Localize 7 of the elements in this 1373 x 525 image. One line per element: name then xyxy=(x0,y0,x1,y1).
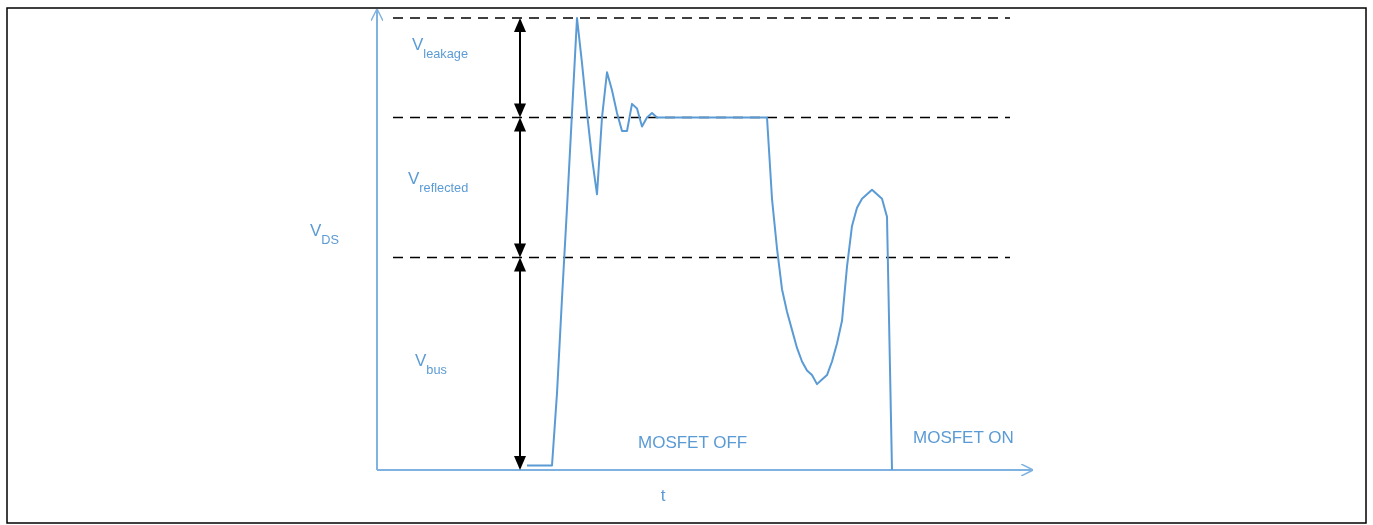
annotation: MOSFET ON xyxy=(913,428,1014,447)
x-axis-title: t xyxy=(660,486,666,505)
annotation: MOSFET OFF xyxy=(638,433,748,452)
y-axis-title: V$_{DS}$ xyxy=(310,221,340,247)
annotation: V$_{bus}$ xyxy=(415,351,447,377)
annotation: V$_{leakage}$ xyxy=(412,35,469,61)
annotation: V$_{reflected}$ xyxy=(408,169,469,195)
